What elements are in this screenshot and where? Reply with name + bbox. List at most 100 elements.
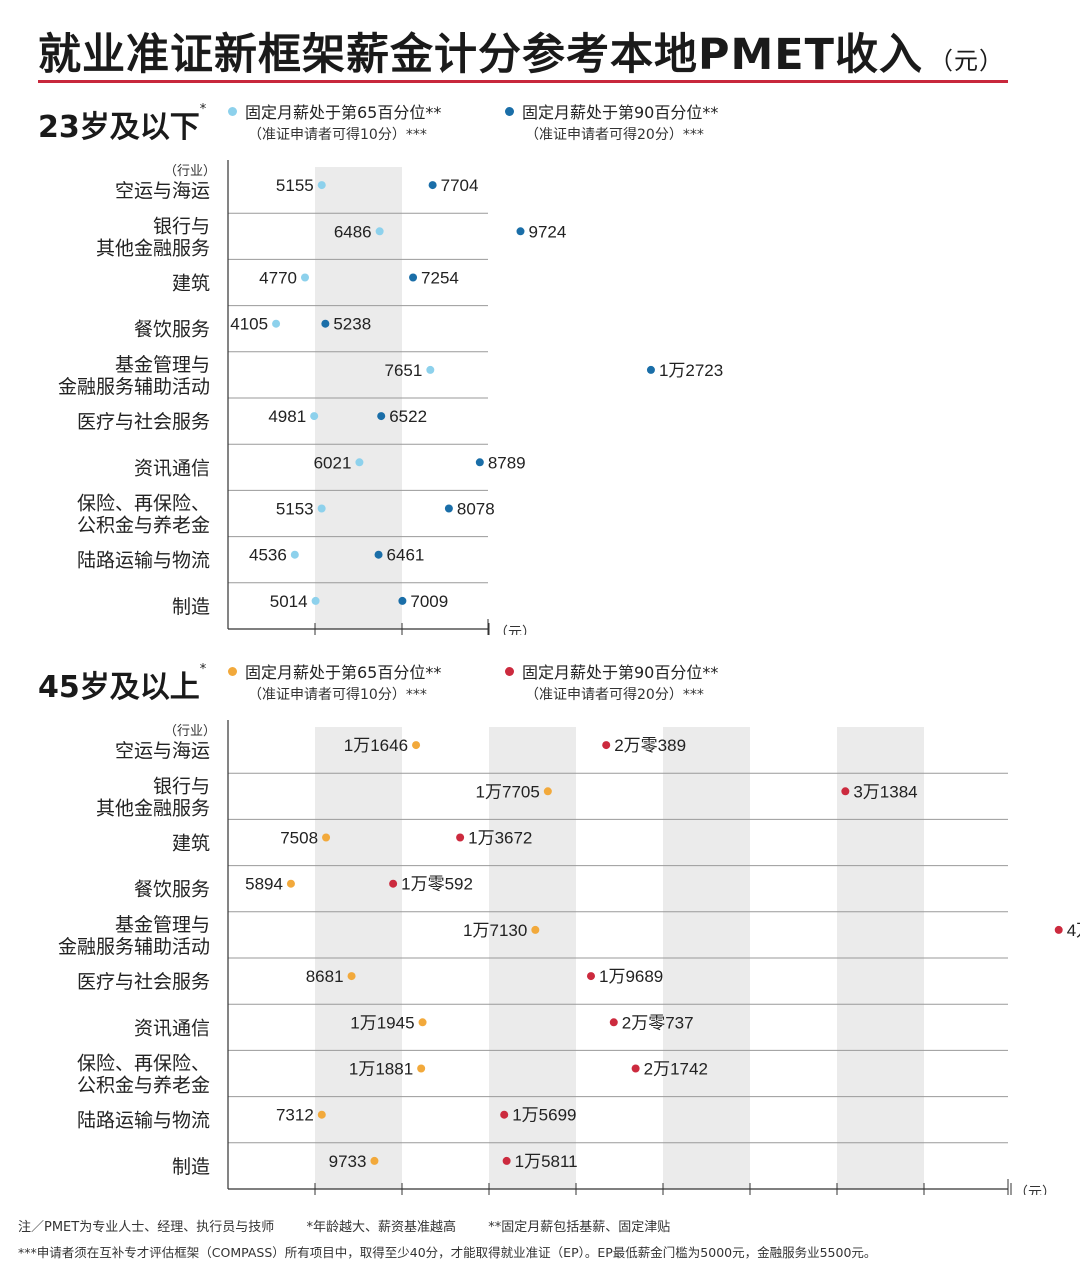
- legend-young-p90-label: 固定月薪处于第90百分位**: [522, 103, 719, 122]
- p65-value-label: 7312: [276, 1106, 314, 1125]
- legend-old-p90: 固定月薪处于第90百分位** （准证申请者可得20分）***: [505, 662, 718, 706]
- p90-point: [475, 458, 484, 467]
- p90-point: [609, 1018, 618, 1027]
- p90-value-label: 4万1194: [1067, 921, 1080, 940]
- p65-point: [290, 550, 299, 559]
- p90-value-label: 2万零389: [614, 736, 686, 755]
- p65-point: [412, 741, 421, 750]
- p65-point: [543, 787, 552, 796]
- p65-value-label: 4536: [249, 546, 287, 565]
- x-axis-unit: （元）: [1014, 1184, 1056, 1195]
- p90-point: [500, 1110, 509, 1119]
- category-label: 餐饮服务: [134, 879, 210, 901]
- footnote-line-1: 注／PMET为专业人士、经理、执行员与技师 *年龄越大、薪资基准越高 **固定月…: [18, 1216, 670, 1235]
- x-axis-unit: （元）: [494, 624, 536, 635]
- category-label: 医疗与社会服务: [77, 411, 210, 433]
- p90-point: [841, 787, 850, 796]
- legend-dot-dark-blue: [505, 107, 514, 116]
- p65-point: [317, 1110, 326, 1119]
- p65-point: [375, 227, 384, 236]
- p65-value-label: 4105: [230, 315, 268, 334]
- page-title: 就业准证新框架薪金计分参考本地PMET收入 （元）: [38, 20, 1004, 82]
- category-label: 银行与: [153, 775, 210, 797]
- category-label: 空运与海运: [115, 740, 210, 762]
- p65-value-label: 9733: [329, 1152, 367, 1171]
- p65-value-label: 7508: [280, 829, 318, 848]
- section-title-old: 45岁及以上*: [38, 662, 206, 706]
- category-label: 其他金融服务: [96, 237, 210, 259]
- p90-point: [516, 227, 525, 236]
- p90-point: [1054, 925, 1063, 934]
- category-label: 餐饮服务: [134, 319, 210, 341]
- y-axis-label: （行业）: [164, 163, 216, 178]
- category-label: 金融服务辅助活动: [58, 376, 210, 398]
- section-title-old-mark: *: [199, 662, 207, 677]
- category-label: 资讯通信: [134, 457, 210, 479]
- p90-point: [398, 596, 407, 605]
- p90-value-label: 5238: [333, 315, 371, 334]
- p65-value-label: 1万1646: [344, 736, 408, 755]
- category-label: 陆路运输与物流: [77, 550, 210, 572]
- p65-point: [317, 181, 326, 190]
- category-label: 基金管理与: [115, 914, 210, 936]
- p65-value-label: 5014: [270, 592, 308, 611]
- p90-value-label: 7254: [421, 269, 459, 288]
- p65-value-label: 5153: [276, 500, 314, 519]
- p90-point: [646, 365, 655, 374]
- p90-value-label: 6461: [387, 546, 425, 565]
- p90-value-label: 8078: [457, 500, 495, 519]
- legend-young-p90: 固定月薪处于第90百分位** （准证申请者可得20分）***: [505, 102, 718, 146]
- section-title-young-text: 23岁及以下: [38, 110, 200, 145]
- p90-value-label: 1万5699: [512, 1106, 576, 1125]
- category-label: 制造: [172, 1156, 210, 1178]
- p65-point: [417, 1064, 426, 1073]
- category-label: 银行与: [153, 215, 210, 237]
- footnote-fixed-salary: **固定月薪包括基薪、固定津贴: [488, 1220, 671, 1235]
- p90-point: [377, 412, 386, 421]
- footnote-age: *年龄越大、薪资基准越高: [306, 1220, 457, 1235]
- category-label: 资讯通信: [134, 1017, 210, 1039]
- legend-old-p65-sub: （准证申请者可得10分）***: [248, 687, 427, 703]
- category-label: 医疗与社会服务: [77, 971, 210, 993]
- p90-value-label: 1万2723: [659, 361, 723, 380]
- p65-value-label: 1万7130: [463, 921, 527, 940]
- p90-value-label: 2万零737: [622, 1013, 694, 1032]
- category-label: 公积金与养老金: [77, 515, 210, 537]
- title-unit: （元）: [929, 47, 1005, 75]
- y-axis-label: （行业）: [164, 723, 216, 738]
- p65-value-label: 5155: [276, 176, 314, 195]
- p90-value-label: 9724: [528, 222, 566, 241]
- p90-value-label: 2万1742: [644, 1060, 708, 1079]
- p90-point: [428, 181, 437, 190]
- p65-point: [347, 972, 356, 981]
- p65-point: [418, 1018, 427, 1027]
- footnote-line-2: ***申请者须在互补专才评估框架（COMPASS）所有项目中，取得至少40分，才…: [18, 1245, 877, 1260]
- p65-point: [317, 504, 326, 513]
- p90-value-label: 8789: [488, 453, 526, 472]
- p65-point: [531, 925, 540, 934]
- title-text: 就业准证新框架薪金计分参考本地PMET收入: [38, 30, 924, 80]
- p90-value-label: 1万3672: [468, 829, 532, 848]
- legend-young-p90-sub: （准证申请者可得20分）***: [525, 127, 704, 143]
- legend-dot-light-blue: [228, 107, 237, 116]
- p65-point: [370, 1156, 379, 1165]
- p90-value-label: 1万9689: [599, 967, 663, 986]
- p65-point: [311, 596, 320, 605]
- p65-value-label: 1万7705: [476, 782, 540, 801]
- p65-point: [272, 319, 281, 328]
- p90-point: [502, 1156, 511, 1165]
- category-label: 陆路运输与物流: [77, 1110, 210, 1132]
- legend-young-p65-label: 固定月薪处于第65百分位**: [245, 103, 442, 122]
- legend-old-p65: 固定月薪处于第65百分位** （准证申请者可得10分）***: [228, 662, 441, 706]
- p90-value-label: 6522: [389, 407, 427, 426]
- category-label: 空运与海运: [115, 180, 210, 202]
- p65-point: [355, 458, 364, 467]
- p90-value-label: 1万零592: [401, 875, 473, 894]
- p90-point: [389, 879, 398, 888]
- p65-value-label: 8681: [306, 967, 344, 986]
- p65-value-label: 1万1881: [349, 1060, 413, 1079]
- section-title-young: 23岁及以下*: [38, 102, 206, 146]
- p65-value-label: 1万1945: [350, 1013, 414, 1032]
- category-label: 金融服务辅助活动: [58, 936, 210, 958]
